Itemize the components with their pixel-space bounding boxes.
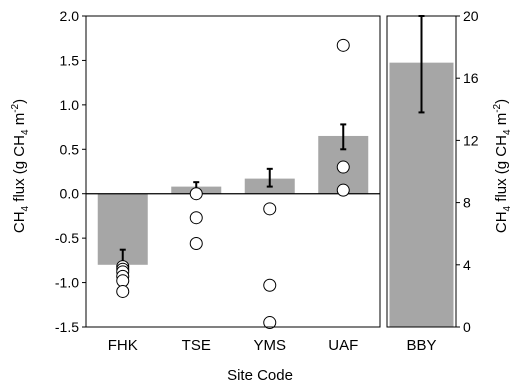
right-x-ticks-group: BBY — [406, 337, 436, 354]
right-y-tick-label: 8 — [463, 195, 471, 211]
right-ylabel-sub2: 4 — [502, 129, 513, 135]
x-tick-label-yms: YMS — [253, 337, 286, 354]
right-ylabel-sub: 4 — [502, 205, 513, 211]
right-ylabel-ch: CH — [493, 211, 510, 233]
point-yms-2 — [263, 316, 277, 330]
left-ylabel-close: ) — [11, 99, 28, 104]
left-ylabel-sub: 4 — [20, 205, 31, 211]
left-y-axis-title: CH4 flux (g CH4 m-2) — [10, 99, 31, 233]
left-bars-group — [97, 135, 369, 265]
point-tse-1 — [189, 211, 203, 225]
right-ylabel-tail: m — [493, 113, 510, 130]
left-error-bars-group — [119, 123, 347, 280]
right-ylabel-close: ) — [493, 99, 510, 104]
x-tick-label-uaf: UAF — [328, 337, 358, 354]
left-y-ticks-group: 2.0 1.5 1.0 0.5 0.0 -0.5 -1.0 -1.5 — [55, 8, 86, 335]
right-y-axis-title: CH4 flux (g CH4 m-2) — [492, 99, 513, 233]
point-yms-0 — [263, 202, 277, 216]
right-y-ticks-group: 20 16 12 8 4 0 — [456, 8, 479, 335]
right-y-tick-label: 16 — [463, 70, 479, 86]
left-y-tick-label: 1.0 — [60, 97, 80, 113]
left-y-tick-label: -0.5 — [55, 230, 79, 246]
left-chart-panel: 2.0 1.5 1.0 0.5 0.0 -0.5 -1.0 -1.5 FHK TSE YMS UAF — [55, 8, 381, 354]
point-uaf-1 — [336, 160, 350, 174]
left-y-tick-label: 0.0 — [60, 186, 80, 202]
point-tse-2 — [189, 236, 203, 250]
x-tick-label-fhk: FHK — [108, 337, 138, 354]
left-ylabel-rest: flux (g CH — [11, 135, 28, 206]
point-tse-0 — [189, 187, 203, 201]
error-bar-uaf — [340, 123, 347, 151]
right-y-tick-label: 0 — [463, 319, 471, 335]
right-y-tick-label: 4 — [463, 257, 471, 273]
left-plot-frame — [85, 15, 381, 328]
x-tick-label-bby: BBY — [406, 337, 436, 354]
point-fhk-5 — [116, 284, 130, 298]
left-ylabel-ch: CH — [11, 211, 28, 233]
left-y-tick-label: -1.5 — [55, 319, 79, 335]
left-points-group — [116, 38, 350, 330]
right-plot-frame — [386, 15, 457, 328]
right-chart-panel: 20 16 12 8 4 0 BBY — [386, 8, 479, 354]
left-ylabel-tail: m — [11, 113, 28, 130]
x-tick-label-tse: TSE — [182, 337, 211, 354]
point-uaf-0 — [336, 38, 350, 52]
left-y-tick-label: -1.0 — [55, 275, 79, 291]
x-axis-title: Site Code — [227, 367, 293, 384]
left-y-tick-label: 2.0 — [60, 8, 80, 24]
left-ylabel-sup: -2 — [10, 103, 21, 112]
right-y-tick-label: 20 — [463, 8, 479, 24]
right-ylabel-rest: flux (g CH — [493, 135, 510, 206]
left-x-ticks-group: FHK TSE YMS UAF — [108, 337, 359, 354]
error-bar-yms — [266, 167, 273, 188]
left-y-tick-label: 0.5 — [60, 141, 80, 157]
right-ylabel-sup: -2 — [492, 103, 503, 112]
point-uaf-2 — [336, 183, 350, 197]
right-y-tick-label: 12 — [463, 132, 479, 148]
left-ylabel-sub2: 4 — [20, 129, 31, 135]
left-y-tick-label: 1.5 — [60, 52, 80, 68]
point-yms-1 — [263, 278, 277, 292]
